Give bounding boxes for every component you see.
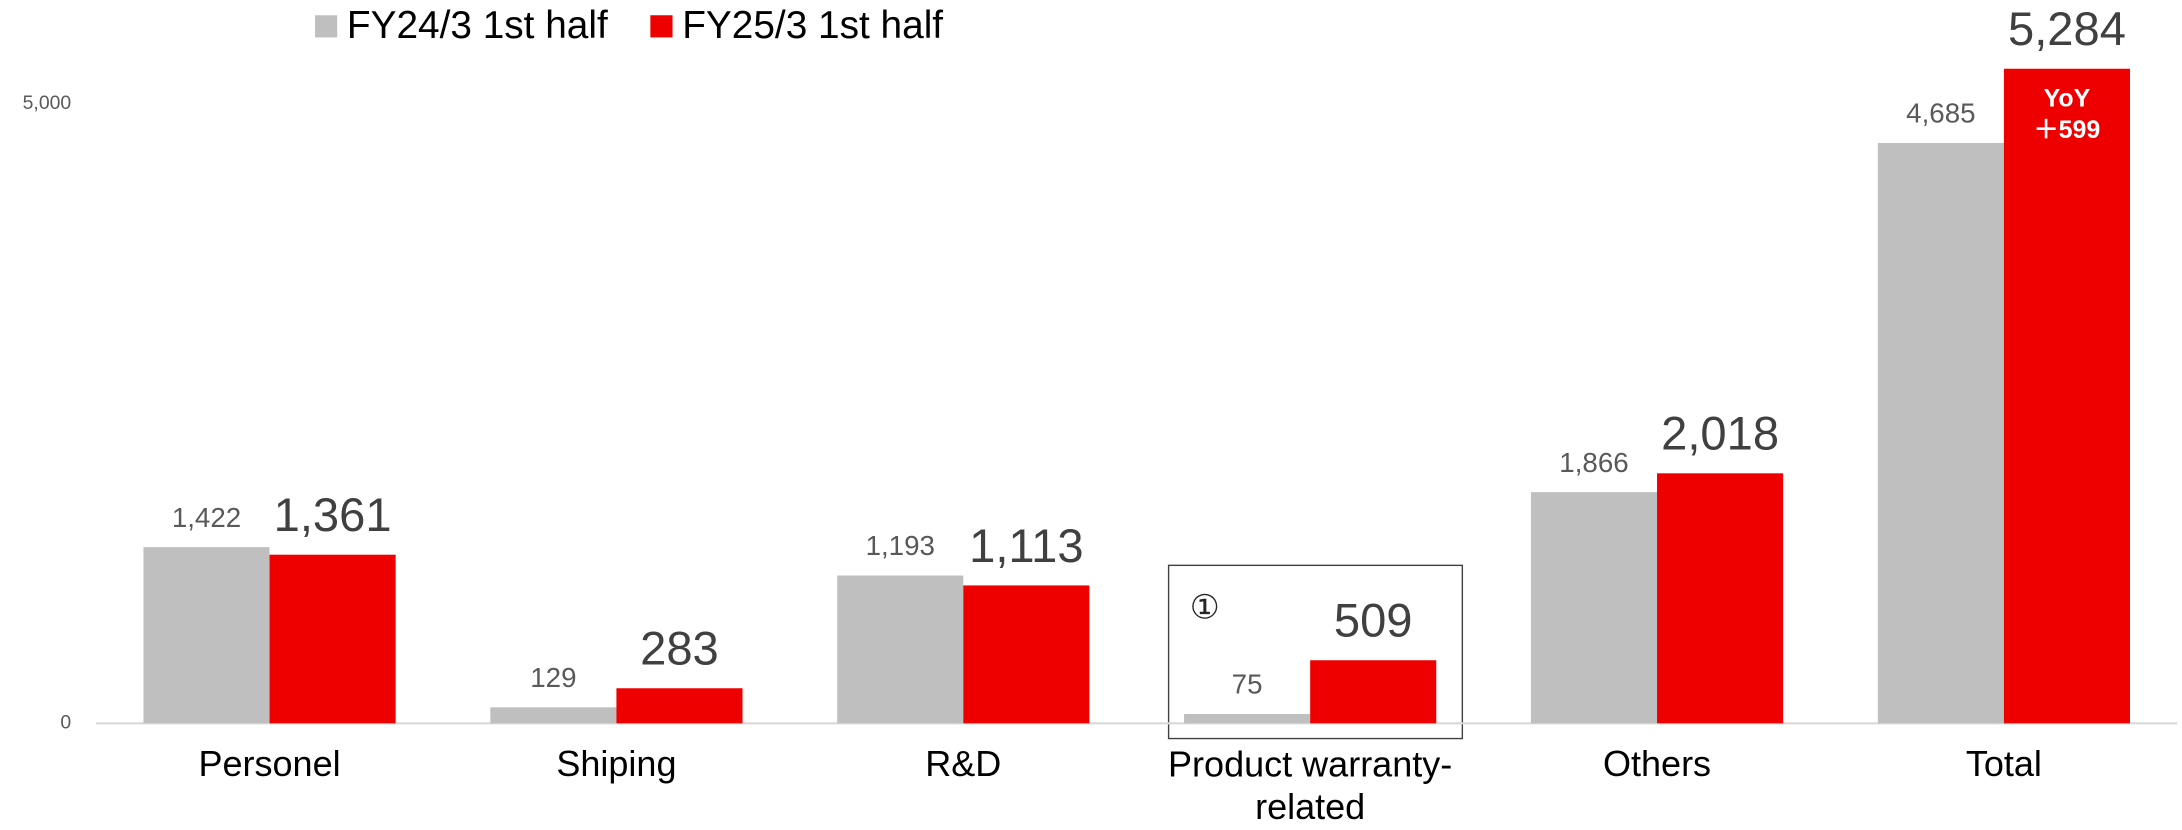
legend-label: FY25/3 1st half [682,4,943,47]
data-label: 1,113 [969,519,1083,572]
x-tick-label: Others [1603,743,1711,784]
highlight-box [1167,564,1464,740]
bar [1184,714,1311,724]
y-tick-label: 0 [60,711,71,733]
data-label: 1,361 [274,488,392,541]
bar [963,585,1090,724]
data-label: 129 [530,662,576,693]
annotation: YoY [2044,84,2091,112]
x-tick-label: Product warranty-related [1168,743,1452,827]
bar [1310,660,1437,724]
y-tick-label: 5,000 [23,92,72,114]
bar [1657,473,1784,724]
bar [616,688,743,724]
bar [837,575,964,724]
data-label: 5,284 [2008,2,2126,55]
bar [143,547,270,724]
data-label: 75 [1232,669,1263,700]
bar [490,707,617,724]
data-label: 283 [640,622,719,675]
x-tick-label: Total [1966,743,2042,784]
annotation: ① [1190,589,1220,626]
bar [1530,492,1658,724]
data-label: 1,193 [866,530,935,561]
legend-swatch [315,15,338,38]
data-label: 1,866 [1559,447,1628,478]
bar [269,554,396,724]
legend-label: FY24/3 1st half [347,4,608,47]
annotation: ＋599 [2034,116,2101,144]
data-label: 4,685 [1906,98,1975,129]
x-tick-label: Shiping [556,743,676,784]
x-tick-label: Personel [198,743,340,784]
legend-swatch [650,15,673,38]
bar [1877,142,2004,724]
x-tick-label: R&D [925,743,1001,784]
data-label: 2,018 [1661,407,1779,460]
data-label: 1,422 [172,502,241,533]
bar [2003,68,2131,724]
data-label: 509 [1334,594,1413,647]
